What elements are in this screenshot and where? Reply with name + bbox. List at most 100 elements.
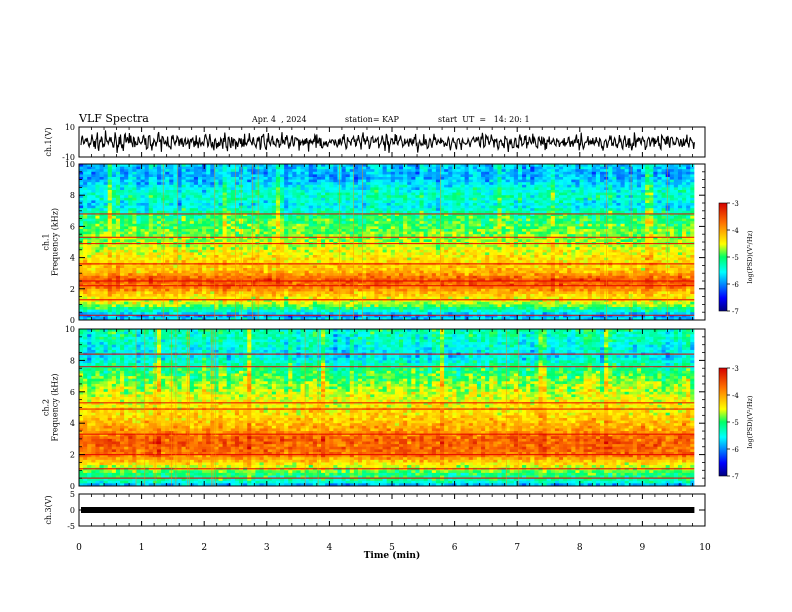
spectrogram-cell: [673, 169, 679, 173]
spectrogram-cell: [255, 190, 260, 193]
spectrogram-cell: [156, 164, 162, 167]
spectrogram-cell: [485, 229, 490, 232]
spectrogram-cell: [255, 229, 260, 232]
spectrogram-cell: [333, 223, 338, 227]
spectrogram-cell: [558, 190, 564, 193]
spectrogram-cell: [587, 210, 593, 214]
spectrogram-cell: [275, 247, 281, 251]
spectrogram-cell: [357, 210, 363, 214]
spectrogram-cell: [189, 226, 195, 230]
spectrogram-cell: [304, 239, 310, 243]
spectrogram-cell: [173, 216, 178, 219]
spectrogram-cell: [686, 213, 691, 217]
spectrogram-cell: [403, 177, 408, 180]
spectrogram-cell: [517, 208, 523, 212]
spectrogram-cell: [649, 164, 654, 167]
spectrogram-cell: [79, 234, 84, 238]
spectrogram-cell: [472, 226, 478, 230]
spectrogram-cell: [197, 223, 203, 227]
spectrogram-cell: [448, 164, 453, 167]
spectrogram-cell: [95, 229, 100, 232]
spectrogram-cell: [267, 216, 273, 219]
spectrogram-cell: [567, 174, 572, 178]
spectrogram-cell: [558, 236, 564, 240]
spectrogram-cell: [419, 192, 424, 196]
spectrogram-cell: [583, 205, 589, 209]
spectrogram-cell: [206, 177, 211, 180]
spectrogram-cell: [489, 203, 494, 206]
spectrogram-cell: [275, 205, 281, 209]
spectrogram-cell: [382, 195, 388, 199]
spectrogram-cell: [538, 203, 543, 206]
spectrogram-cell: [349, 208, 355, 212]
spectrogram-cell: [690, 171, 695, 175]
spectrogram-cell: [407, 231, 412, 235]
spectrogram-cell: [288, 231, 293, 235]
spectrogram-cell: [673, 197, 679, 201]
spectrogram-cell: [222, 223, 228, 227]
spectrogram-cell: [169, 218, 174, 222]
spectrogram-cell: [263, 177, 269, 180]
spectrogram-cell: [530, 226, 535, 230]
spectrogram-cell: [595, 195, 601, 199]
spectrogram-cell: [156, 218, 162, 222]
spectrogram-cell: [226, 177, 232, 180]
spectrogram-cell: [423, 171, 429, 175]
spectrogram-cell: [267, 234, 273, 238]
spectrogram-cell: [538, 164, 543, 167]
spectrogram-cell: [288, 187, 293, 191]
spectrogram-cell: [485, 192, 490, 196]
spectrogram-cell: [382, 208, 388, 212]
spectrogram-cell: [296, 200, 301, 204]
spectrogram-cell: [624, 169, 630, 173]
spectrogram-cell: [571, 216, 576, 219]
spectrogram-cell: [460, 182, 466, 186]
spectrogram-cell: [616, 195, 621, 199]
spectrogram-cell: [686, 244, 691, 248]
spectrogram-cell: [230, 184, 236, 188]
spectrogram-cell: [505, 200, 511, 204]
spectrogram-cell: [612, 236, 617, 240]
spectrogram-cell: [136, 187, 141, 191]
spectrogram-cell: [600, 187, 605, 191]
spectrogram-cell: [398, 239, 404, 243]
spectrogram-cell: [103, 195, 109, 199]
spectrogram-cell: [653, 229, 658, 232]
spectrogram-cell: [554, 200, 560, 204]
spectrogram-cell: [333, 200, 338, 204]
spectrogram-cell: [612, 190, 617, 193]
spectrogram-cell: [345, 166, 351, 170]
spectrogram-cell: [407, 208, 412, 212]
spectrogram-cell: [259, 190, 265, 193]
spectrogram-cell: [95, 244, 100, 248]
spectrogram-cell: [177, 216, 182, 219]
spectrogram-cell: [325, 239, 330, 243]
spectrogram-cell: [522, 244, 527, 248]
spectrogram-cell: [271, 239, 277, 243]
spectrogram-cell: [501, 223, 507, 227]
spectrogram-cell: [415, 205, 420, 209]
spectrogram-cell: [222, 182, 228, 186]
spectrogram-cell: [411, 231, 416, 235]
spectrogram-cell: [624, 164, 630, 167]
spectrogram-cell: [251, 179, 256, 183]
spectrogram-cell: [111, 171, 117, 175]
spectrogram-cell: [366, 190, 371, 193]
spectrogram-cell: [378, 223, 383, 227]
spectrogram-cell: [558, 213, 564, 217]
spectrogram-cell: [673, 182, 679, 186]
spectrogram-cell: [423, 216, 429, 219]
spectrogram-cell: [181, 203, 187, 206]
spectrogram-cell: [312, 244, 318, 248]
spectrogram-cell: [435, 174, 441, 178]
spectrogram-cell: [304, 190, 310, 193]
spectrogram-cell: [583, 164, 589, 167]
spectrogram-cell: [493, 221, 498, 225]
spectrogram-cell: [362, 169, 367, 173]
spectrogram-cell: [558, 203, 564, 206]
spectrogram-cell: [304, 223, 310, 227]
spectrogram-cell: [538, 200, 543, 204]
spectrogram-cell: [87, 244, 92, 248]
spectrogram-cell: [481, 184, 486, 188]
spectrogram-cell: [591, 195, 597, 199]
